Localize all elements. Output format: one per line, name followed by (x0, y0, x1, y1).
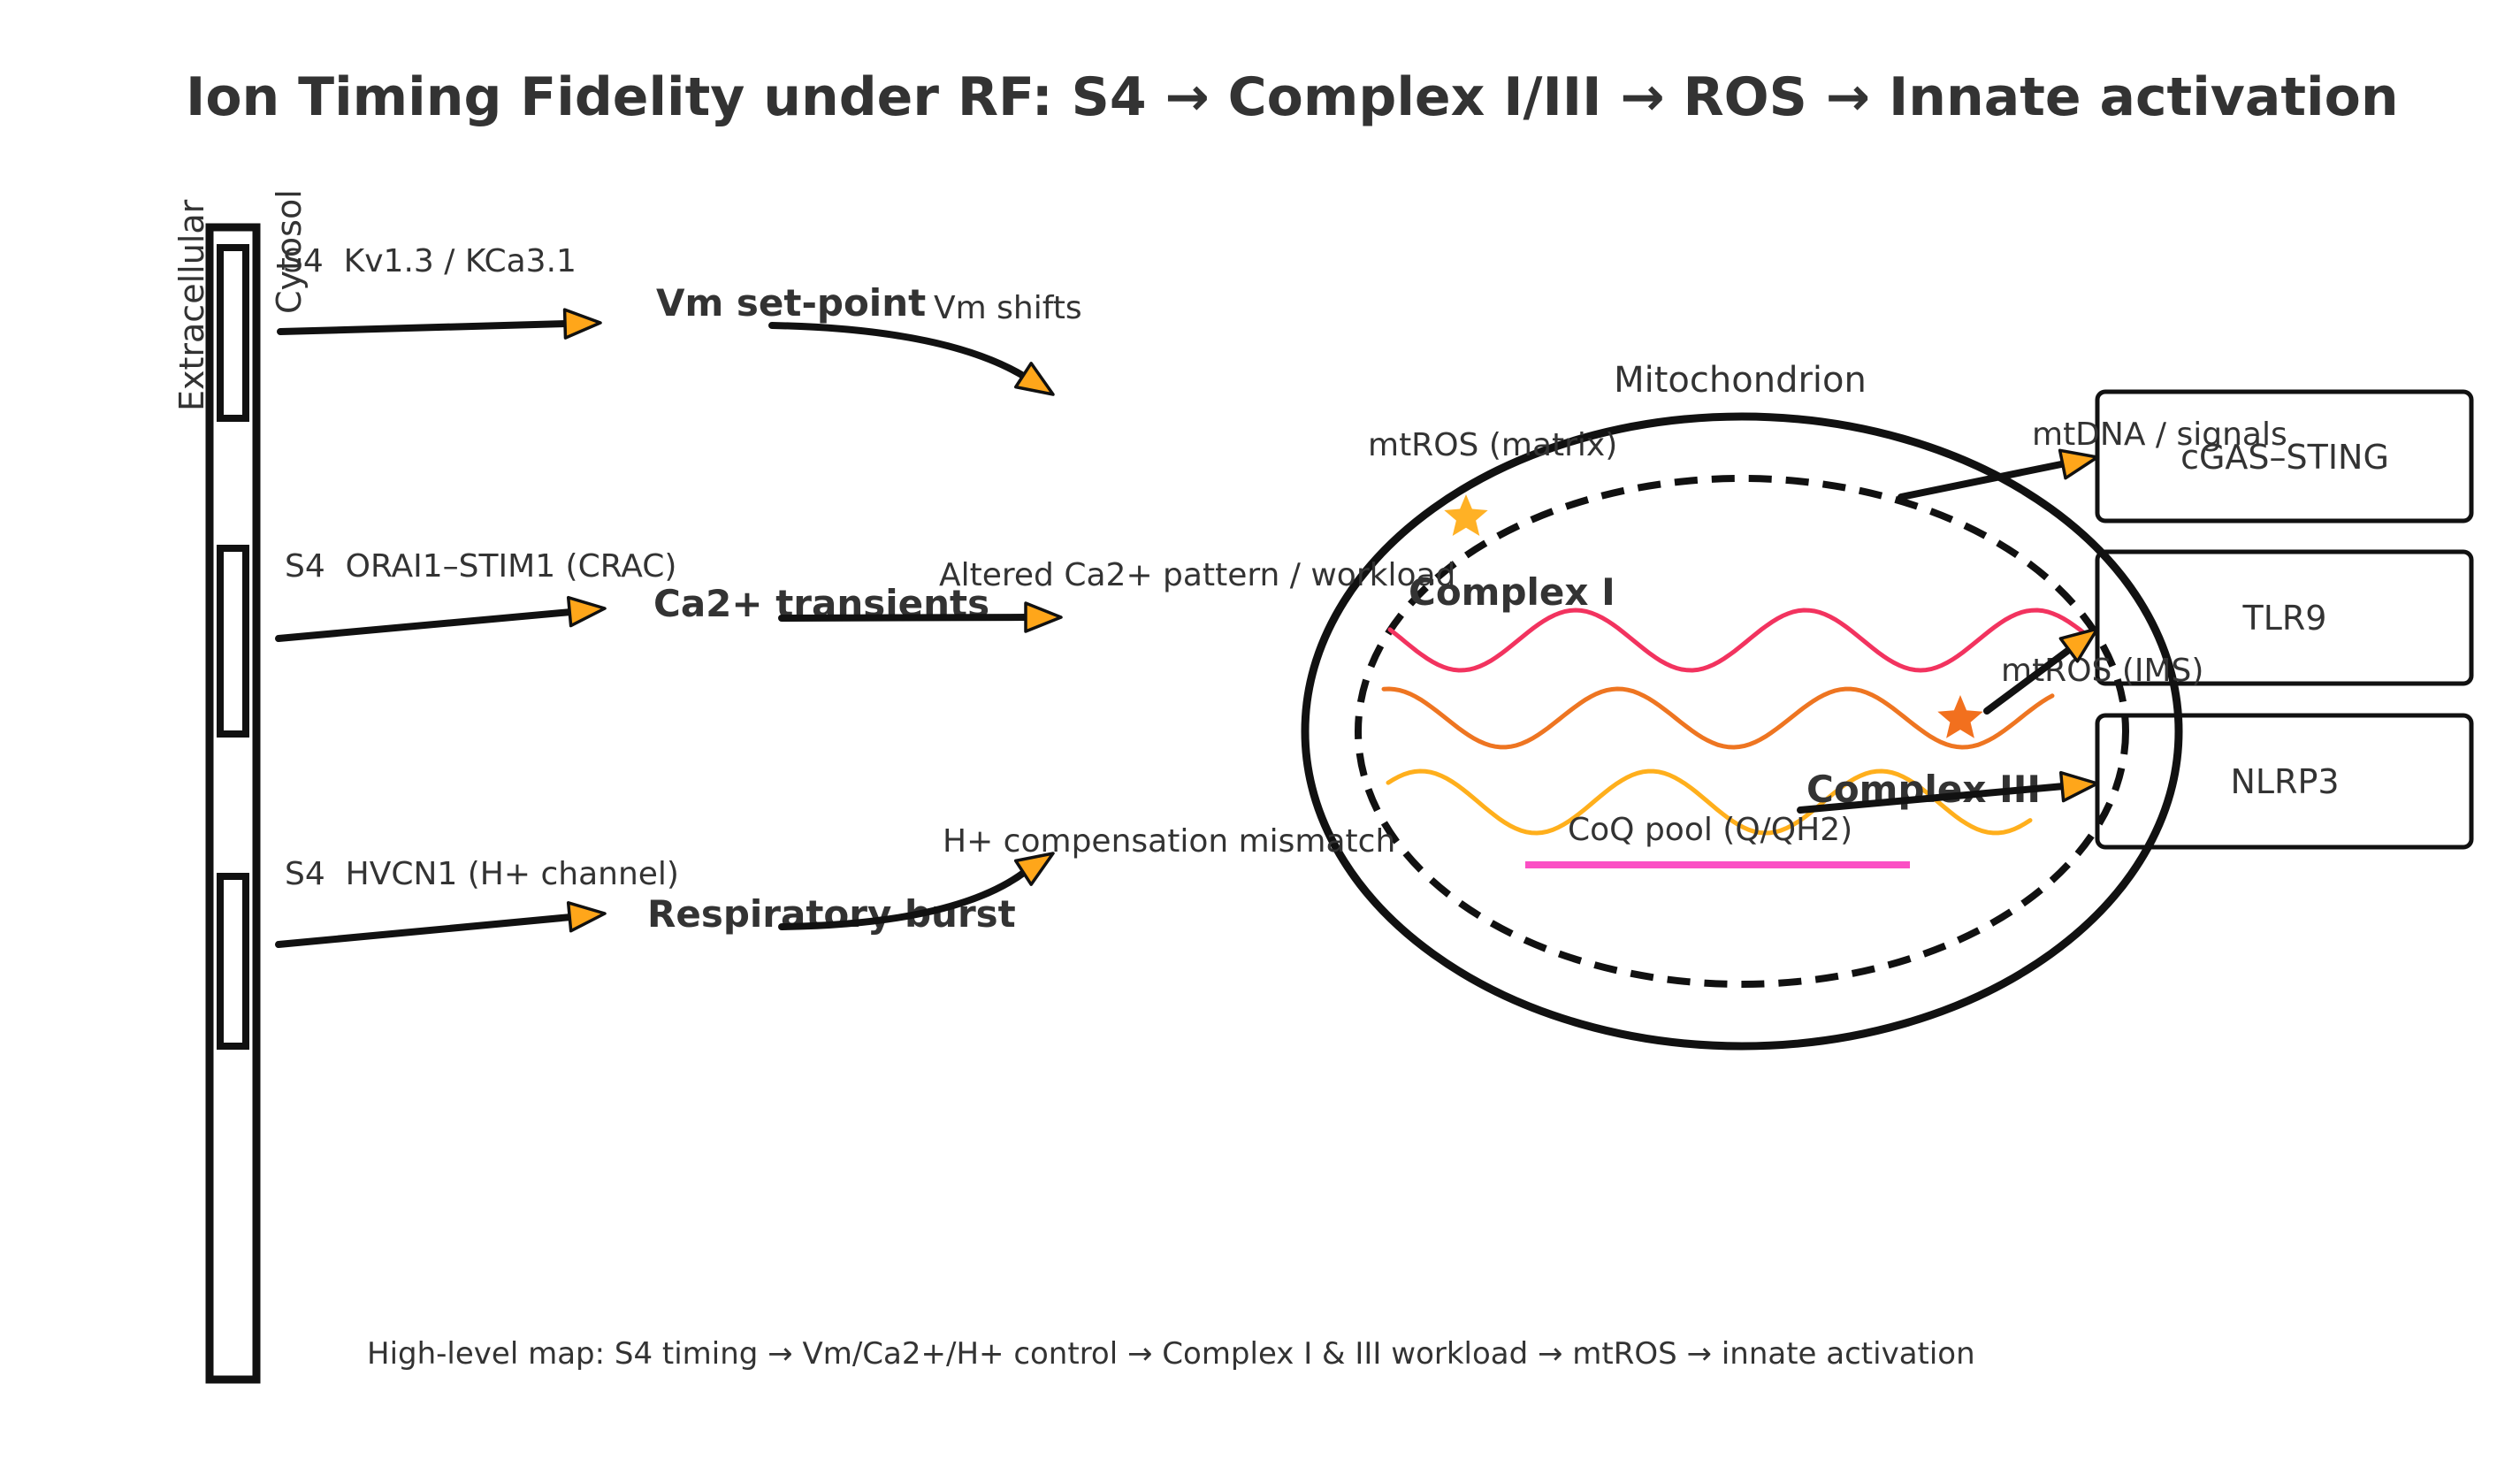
cytosol-label: Cytosol (270, 189, 309, 314)
arrowhead-orai1 (566, 595, 607, 628)
channel-pore-hvcn1 (217, 873, 249, 1050)
coq-pool-label: CoQ pool (Q/QH2) (1568, 812, 1852, 848)
arrow-ca-pattern (778, 614, 1031, 622)
sensor-label-tlr9: TLR9 (2242, 599, 2327, 638)
crista-wave-middle (1381, 686, 2055, 750)
arrowhead-vm-shifts (1013, 362, 1055, 396)
ros-stars (1444, 494, 1983, 738)
effect-label-ca-pattern: Altered Ca2+ pattern / workload (939, 557, 1455, 593)
cristae-waves (1381, 608, 2088, 836)
arrowhead-h-mismatch (1013, 852, 1055, 886)
mitochondrion-outer-membrane (1301, 412, 2183, 1051)
sensor-box-tlr9 (2095, 549, 2474, 686)
crista-wave-coq (1386, 768, 2033, 836)
arrowhead-kv13 (562, 308, 602, 340)
arrow-mtdna-to-cgas (1898, 460, 2069, 501)
complex-i-label: Complex I (1409, 570, 1615, 614)
arrowhead-tlr9 (2058, 627, 2099, 663)
channel-label-hvcn1: S4 HVCN1 (H+ channel) (285, 856, 679, 892)
arrow-kv13-to-vm (277, 320, 570, 335)
channel-pore-kv13 (217, 244, 249, 422)
mtros-matrix-label: mtROS (matrix) (1368, 427, 1617, 463)
extracellular-label: Extracellular (172, 199, 211, 411)
mtdna-signals-label: mtDNA / signals (2032, 417, 2287, 453)
node-label-vm-setpoint: Vm set-point (656, 281, 926, 325)
figure-caption: High-level map: S4 timing → Vm/Ca2+/H+ c… (367, 1336, 1975, 1372)
mitochondrion-label: Mitochondrion (1614, 360, 1867, 401)
crista-wave-complex-i (1387, 608, 2088, 673)
sensor-box-nlrp3 (2095, 713, 2474, 850)
arrow-hvcn1-to-burst (275, 913, 575, 948)
mtros-ims-label: mtROS (IMS) (2001, 653, 2203, 689)
arrowhead-ca-pattern (1024, 601, 1063, 633)
arrow-vm-shifts-curve (768, 322, 1028, 380)
node-label-respiratory-burst: Respiratory burst (647, 892, 1016, 936)
arrowhead-cgas (2058, 448, 2099, 480)
arrowhead-hvcn1 (566, 901, 607, 933)
arrow-complexiii-to-nlrp3 (1797, 783, 2067, 814)
effect-label-vm-shifts: Vm shifts (934, 290, 1082, 326)
arrow-h-mismatch-curve (778, 868, 1028, 930)
channel-pore-orai1 (217, 545, 249, 738)
channel-label-kv13: S4 Kv1.3 / KCa3.1 (283, 243, 577, 279)
sensor-label-nlrp3: NLRP3 (2230, 762, 2339, 801)
arrow-ims-to-tlr9 (1983, 646, 2073, 715)
effect-label-h-compensation: H+ compensation mismatch (943, 823, 1395, 860)
figure-title: Ion Timing Fidelity under RF: S4 → Compl… (186, 66, 2399, 128)
arrow-orai1-to-ca (275, 608, 575, 642)
mtros-ims-star (1937, 695, 1983, 738)
arrowhead-nlrp3 (2058, 770, 2099, 803)
channel-label-orai1: S4 ORAI1–STIM1 (CRAC) (285, 548, 676, 585)
mtros-matrix-star (1444, 494, 1488, 536)
mitochondrion-inner-membrane (1355, 475, 2129, 988)
sensor-label-cgas-sting: cGAS–STING (2180, 438, 2389, 477)
